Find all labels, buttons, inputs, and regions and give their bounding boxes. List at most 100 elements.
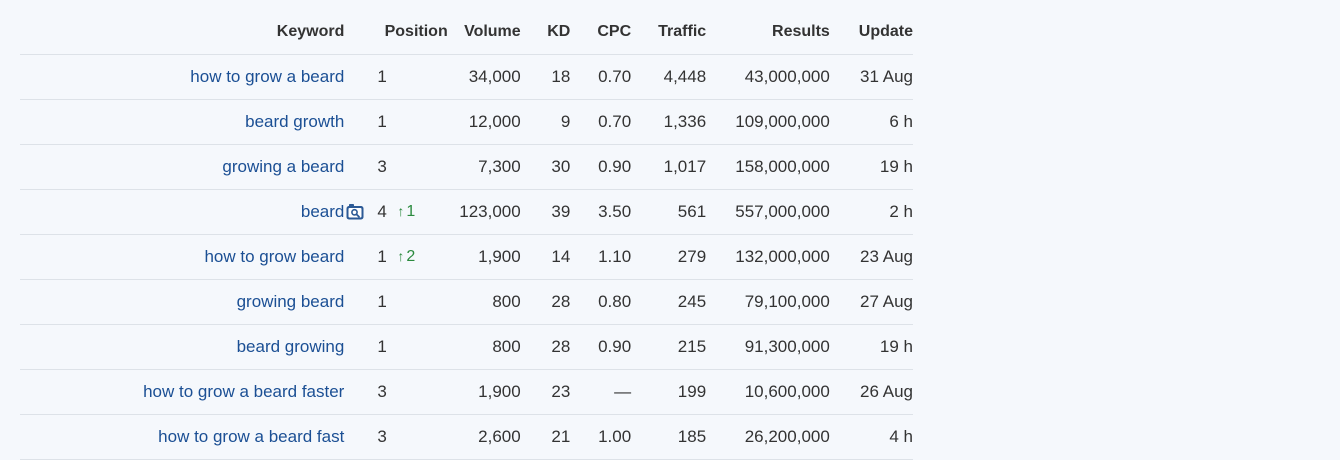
table-row: beard ↑ 1 4 123,000 39 3.50 561 557,000,000 2 h (20, 189, 913, 235)
kd-cell: 28 (520, 324, 571, 370)
kd-cell: 18 (520, 54, 571, 100)
position-change-value: 1 (406, 203, 416, 220)
results-cell: 26,200,000 (706, 414, 830, 460)
kd-cell: 23 (520, 369, 571, 415)
keyword-cell: beard growing (20, 324, 345, 370)
col-header-keyword[interactable]: Keyword (20, 10, 345, 55)
results-cell: 43,000,000 (706, 54, 830, 100)
kd-cell: 21 (520, 414, 571, 460)
col-header-position[interactable]: Position (344, 10, 448, 55)
position-cell: 3 (344, 414, 448, 460)
kd-cell: 9 (520, 99, 571, 145)
results-cell: 132,000,000 (706, 234, 830, 280)
update-cell: 2 h (829, 189, 913, 235)
volume-cell: 1,900 (447, 234, 521, 280)
position-cell: 1 (344, 99, 448, 145)
position-value: 3 (377, 157, 387, 176)
position-value: 1 (377, 247, 387, 266)
table-row: how to grow a beard fast 3 2,600 21 1.00 185 2… (20, 414, 913, 460)
keyword-cell: how to grow a beard (20, 54, 345, 100)
update-cell: 6 h (829, 99, 913, 145)
traffic-cell: 279 (631, 234, 707, 280)
results-cell: 557,000,000 (706, 189, 830, 235)
traffic-cell: 215 (631, 324, 707, 370)
cpc-cell: — (570, 369, 632, 415)
volume-cell: 800 (447, 279, 521, 325)
kd-cell: 30 (520, 144, 571, 190)
position-cell: 3 (344, 369, 448, 415)
traffic-cell: 4,448 (631, 54, 707, 100)
kd-cell: 39 (520, 189, 571, 235)
update-cell: 31 Aug (829, 54, 913, 100)
col-header-volume[interactable]: Volume (447, 10, 521, 55)
cpc-cell: 0.90 (570, 324, 632, 370)
col-header-kd[interactable]: KD (520, 10, 571, 55)
results-cell: 158,000,000 (706, 144, 830, 190)
position-change-value: 2 (406, 248, 416, 265)
keyword-cell: how to grow beard (20, 234, 345, 280)
table-row: beard growing 1 800 28 0.90 215 91,300,000 19 h (20, 324, 913, 370)
update-cell: 19 h (829, 144, 913, 190)
keyword-link[interactable]: growing a beard (222, 157, 345, 176)
cpc-cell: 3.50 (570, 189, 632, 235)
position-cell: 3 (344, 144, 448, 190)
organic-keywords-table: Keyword Position Volume KD CPC Traffic R… (20, 10, 913, 460)
cpc-cell: 1.10 (570, 234, 632, 280)
position-cell: 1 (344, 279, 448, 325)
cpc-cell: 1.00 (570, 414, 632, 460)
traffic-cell: 185 (631, 414, 707, 460)
keyword-link[interactable]: how to grow a beard fast (158, 427, 345, 446)
keyword-link[interactable]: how to grow a beard faster (143, 382, 345, 401)
table-row: growing beard 1 800 28 0.80 245 79,100,000 27 A… (20, 279, 913, 325)
col-header-update[interactable]: Update (829, 10, 913, 55)
keyword-cell: beard growth (20, 99, 345, 145)
volume-cell: 800 (447, 324, 521, 370)
table-row: beard growth 1 12,000 9 0.70 1,336 109,000,000… (20, 99, 913, 145)
update-cell: 4 h (829, 414, 913, 460)
keyword-link[interactable]: beard (300, 202, 345, 221)
update-cell: 23 Aug (829, 234, 913, 280)
traffic-cell: 245 (631, 279, 707, 325)
position-change: ↑ 2 (397, 248, 415, 266)
volume-cell: 12,000 (447, 99, 521, 145)
image-pack-icon[interactable] (346, 204, 364, 220)
arrow-up-icon: ↑ (397, 203, 405, 219)
position-value: 1 (377, 67, 387, 86)
traffic-cell: 199 (631, 369, 707, 415)
col-header-traffic[interactable]: Traffic (631, 10, 707, 55)
keyword-cell: how to grow a beard fast (20, 414, 345, 460)
results-cell: 91,300,000 (706, 324, 830, 370)
keyword-cell: beard (20, 189, 345, 235)
table-header-row: Keyword Position Volume KD CPC Traffic R… (20, 10, 913, 55)
results-cell: 10,600,000 (706, 369, 830, 415)
position-value: 1 (377, 337, 387, 356)
cpc-cell: 0.70 (570, 54, 632, 100)
keyword-link[interactable]: how to grow beard (204, 247, 345, 266)
traffic-cell: 1,017 (631, 144, 707, 190)
update-cell: 19 h (829, 324, 913, 370)
volume-cell: 1,900 (447, 369, 521, 415)
position-cell: 1 (344, 324, 448, 370)
col-header-results[interactable]: Results (706, 10, 830, 55)
keyword-link[interactable]: beard growth (245, 112, 345, 131)
volume-cell: 7,300 (447, 144, 521, 190)
volume-cell: 2,600 (447, 414, 521, 460)
position-value: 1 (377, 112, 387, 131)
position-value: 3 (377, 427, 387, 446)
traffic-cell: 561 (631, 189, 707, 235)
kd-cell: 14 (520, 234, 571, 280)
keyword-link[interactable]: growing beard (236, 292, 345, 311)
update-cell: 27 Aug (829, 279, 913, 325)
position-value: 3 (377, 382, 387, 401)
position-cell: ↑ 2 1 (344, 234, 448, 280)
keyword-link[interactable]: how to grow a beard (190, 67, 345, 86)
position-cell: 1 (344, 54, 448, 100)
keyword-link[interactable]: beard growing (236, 337, 345, 356)
position-cell: ↑ 1 4 (344, 189, 448, 235)
position-value: 4 (377, 202, 387, 221)
traffic-cell: 1,336 (631, 99, 707, 145)
table-row: how to grow a beard 1 34,000 18 0.70 4,448 43,… (20, 54, 913, 100)
col-header-cpc[interactable]: CPC (570, 10, 632, 55)
update-cell: 26 Aug (829, 369, 913, 415)
position-value: 1 (377, 292, 387, 311)
